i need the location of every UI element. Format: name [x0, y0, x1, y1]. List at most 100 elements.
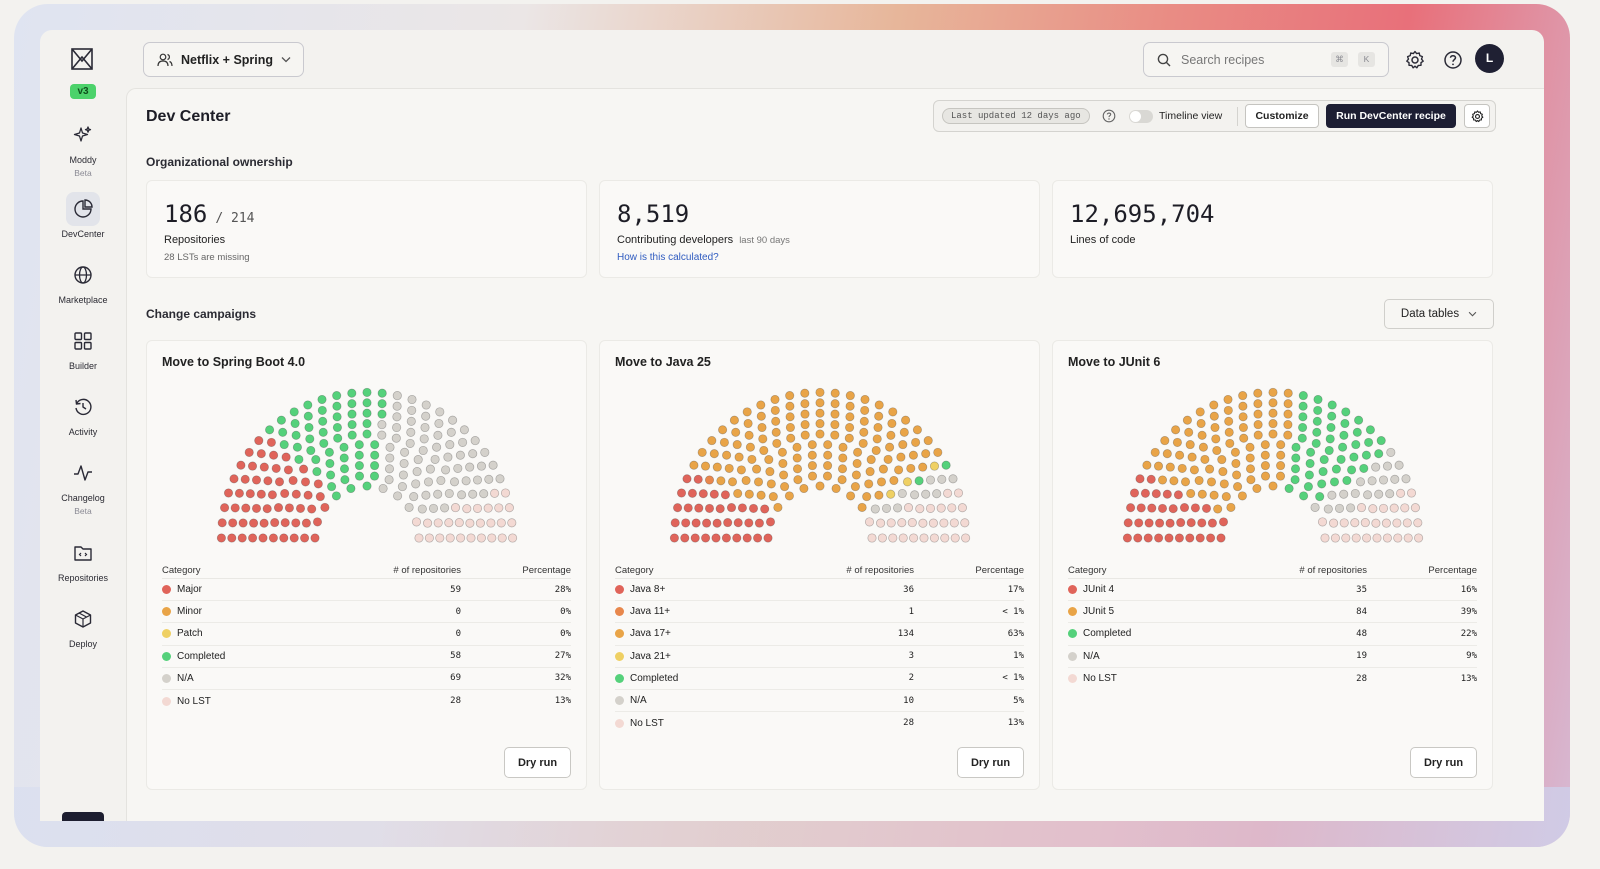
repository-count: 84: [1356, 606, 1367, 617]
sidebar-item-marketplace[interactable]: Marketplace: [40, 258, 126, 305]
repository-dot: [737, 503, 747, 513]
repository-dot: [792, 464, 803, 474]
customize-button[interactable]: Customize: [1245, 104, 1319, 128]
timeline-view-toggle[interactable]: [1129, 110, 1153, 123]
repository-dot: [733, 518, 743, 528]
repository-dot: [1260, 450, 1270, 460]
repository-dot: [1224, 416, 1234, 426]
repository-dot: [726, 503, 737, 513]
search-bar[interactable]: ⌘ K: [1143, 42, 1389, 77]
repository-dot: [923, 436, 933, 446]
sidebar-item-devcenter[interactable]: DevCenter: [40, 192, 126, 239]
run-devcenter-recipe-button[interactable]: Run DevCenter recipe: [1326, 104, 1456, 128]
repository-dot: [488, 460, 498, 470]
data-tables-dropdown[interactable]: Data tables: [1384, 299, 1494, 329]
repository-dot: [742, 533, 752, 543]
repository-dot: [681, 518, 691, 528]
dry-run-button[interactable]: Dry run: [504, 747, 571, 778]
repository-dot: [479, 489, 489, 499]
developers-label: Contributing developers last 90 days: [617, 234, 790, 246]
repository-dot: [778, 458, 788, 469]
repository-dot: [423, 518, 433, 528]
logo-icon[interactable]: [71, 48, 93, 70]
repository-dot: [721, 533, 731, 543]
repository-dot: [1140, 488, 1150, 498]
repository-dot: [1185, 440, 1195, 450]
repository-dot: [1311, 438, 1321, 448]
repository-dot: [754, 518, 764, 528]
repository-dot: [700, 461, 711, 471]
lines-of-code-label: Lines of code: [1070, 234, 1136, 246]
page-title: Dev Center: [146, 108, 231, 125]
repository-dot: [256, 449, 266, 459]
repository-dot: [1268, 387, 1278, 397]
percentage-value: 39%: [1460, 606, 1477, 617]
help-icon[interactable]: [1443, 50, 1463, 70]
repository-dot: [764, 455, 774, 465]
repository-dot: [1198, 442, 1208, 452]
repository-dot: [448, 415, 458, 425]
repository-dot: [1245, 442, 1255, 452]
repository-dot: [792, 453, 802, 463]
repository-dot: [317, 394, 327, 405]
sidebar-user-menu[interactable]: [62, 812, 104, 821]
repository-dot: [434, 418, 444, 429]
campaign-title: Move to Spring Boot 4.0: [162, 355, 306, 369]
toolbar-divider: [1237, 107, 1238, 126]
repository-dot: [711, 533, 721, 543]
org-selector[interactable]: Netflix + Spring: [143, 42, 304, 77]
dry-run-button[interactable]: Dry run: [1410, 747, 1477, 778]
repository-dot: [1197, 430, 1207, 440]
repository-dot: [1189, 465, 1199, 475]
sidebar-item-repositories[interactable]: Repositories: [40, 536, 126, 583]
repository-dot: [1304, 470, 1314, 480]
info-help-icon[interactable]: [1102, 109, 1116, 123]
repository-dot: [874, 490, 884, 500]
repository-dot: [858, 438, 868, 448]
repository-dot: [941, 460, 951, 470]
repository-dot: [883, 454, 893, 464]
search-input[interactable]: [1181, 52, 1321, 67]
org-selector-label: Netflix + Spring: [181, 52, 274, 67]
repository-dot: [421, 490, 431, 500]
repository-dot: [1371, 462, 1381, 472]
header-percentage: Percentage: [1428, 565, 1477, 576]
settings-gear-icon[interactable]: [1405, 50, 1425, 70]
percentage-value: 13%: [554, 696, 571, 707]
repository-dot: [929, 533, 939, 543]
repository-dot: [1184, 427, 1194, 437]
repository-dot: [712, 462, 722, 472]
category-color-dot: [1068, 651, 1077, 661]
sidebar-item-moddy[interactable]: Moddy Beta: [40, 118, 126, 178]
repository-dot: [928, 518, 938, 528]
sidebar-item-activity[interactable]: Activity: [40, 390, 126, 437]
repository-dot: [320, 502, 330, 512]
repository-dot: [709, 449, 719, 459]
repository-dot: [354, 461, 364, 471]
repository-dot: [312, 467, 322, 477]
repository-dot: [1364, 437, 1374, 447]
category-cell: Java 17+: [615, 628, 795, 639]
dry-run-button[interactable]: Dry run: [957, 747, 1024, 778]
repository-dot: [265, 425, 275, 435]
devcenter-settings-button[interactable]: [1464, 104, 1490, 128]
repository-dot: [1276, 461, 1286, 471]
table-row: Java 17+ 134 63%: [615, 623, 1024, 646]
sidebar-item-label: Builder: [68, 361, 97, 371]
repository-dot: [280, 518, 290, 528]
repository-dot: [397, 482, 407, 492]
sidebar-item-deploy[interactable]: Deploy: [40, 602, 126, 649]
table-body: Java 8+ 36 17% Java 11+ 1 < 1% Java 17+ 134 63% J…: [615, 579, 1024, 734]
user-avatar[interactable]: L: [1475, 44, 1504, 73]
category-cell: No LST: [615, 718, 795, 729]
repositories-count: 186 / 214: [164, 200, 255, 228]
repository-dot: [1334, 503, 1345, 513]
repository-dot: [227, 533, 237, 543]
repository-dot: [886, 518, 896, 528]
sidebar-item-changelog[interactable]: Changelog Beta: [40, 456, 126, 516]
repository-dot: [1299, 491, 1309, 501]
pie-chart-icon: [66, 192, 100, 226]
sidebar-item-builder[interactable]: Builder: [40, 324, 126, 371]
how-calculated-link[interactable]: How is this calculated?: [617, 252, 719, 263]
repository-dot: [311, 455, 321, 465]
